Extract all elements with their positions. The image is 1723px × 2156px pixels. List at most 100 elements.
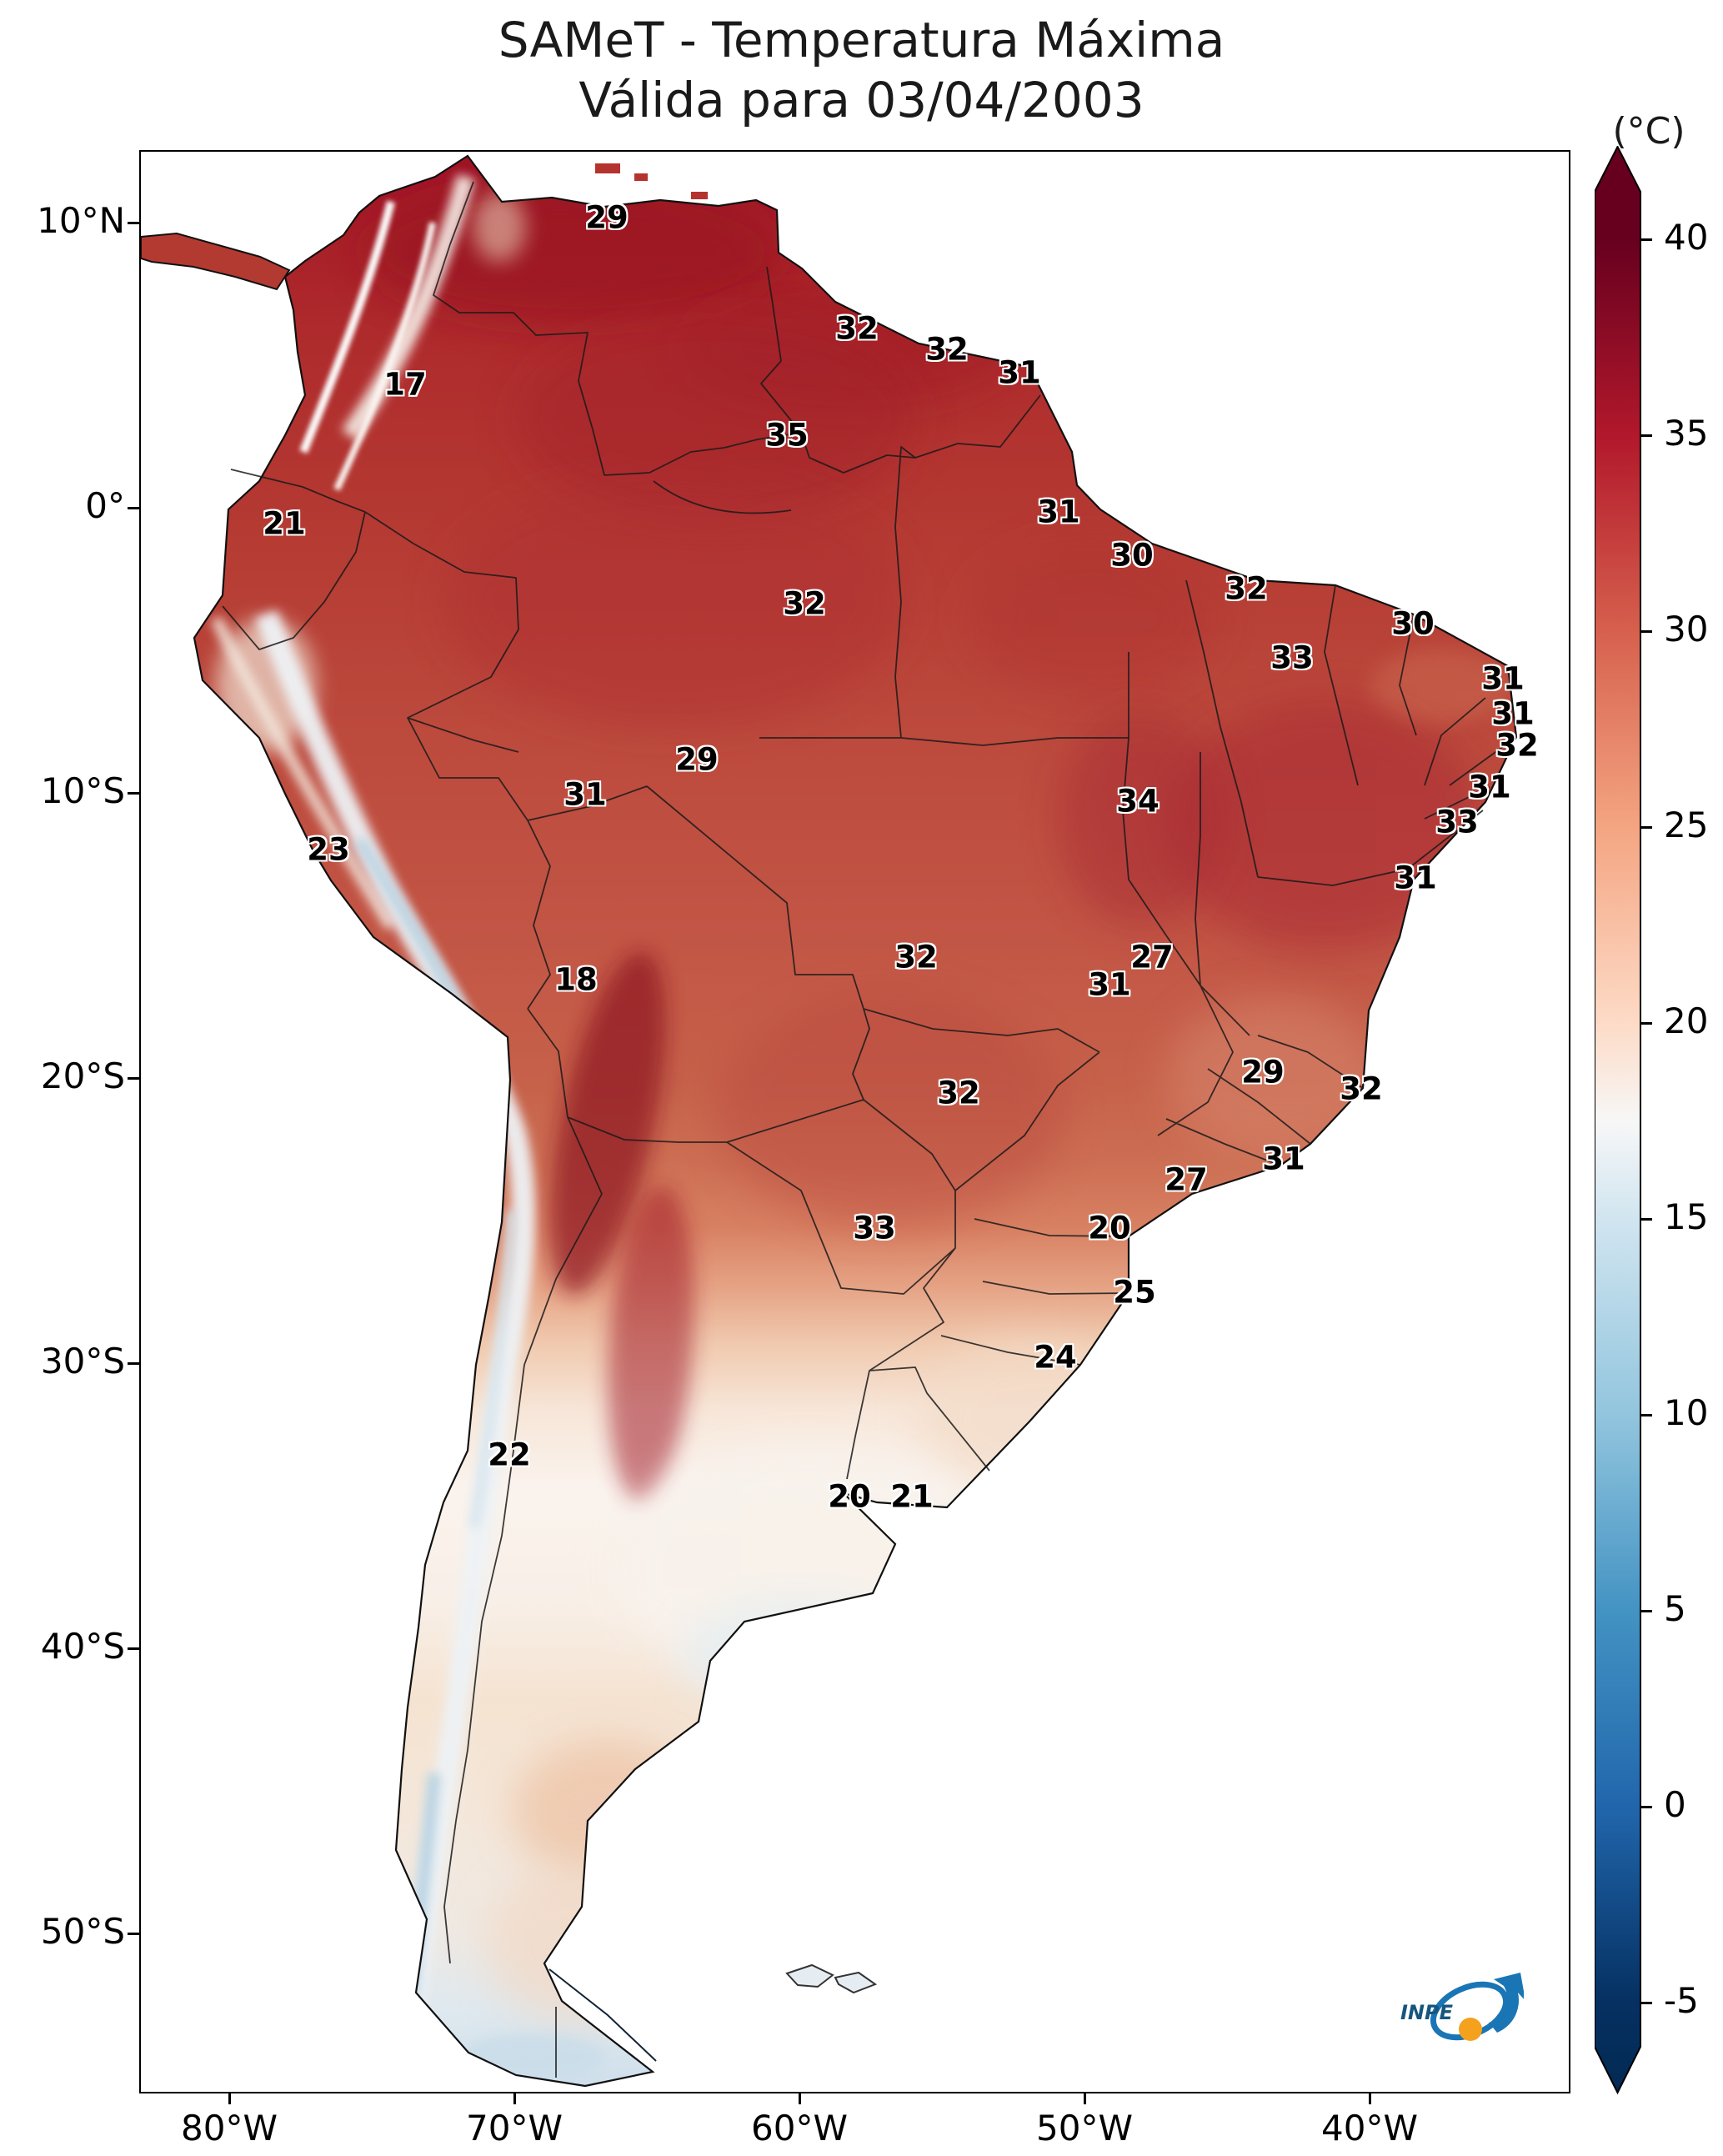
- lat-tickmark: [128, 792, 139, 795]
- lat-tick-label: 50°S: [40, 1911, 125, 1952]
- temperature-value-label: 31: [1262, 1141, 1305, 1177]
- lon-tick-label: 70°W: [466, 2108, 563, 2148]
- temperature-value-label: 32: [925, 331, 969, 368]
- colorbar-tickmark: [1640, 826, 1652, 829]
- temperature-value-label: 33: [853, 1210, 896, 1246]
- temperature-value-label: 24: [1034, 1339, 1077, 1376]
- lon-tick-label: 80°W: [181, 2108, 278, 2148]
- island: [634, 173, 648, 181]
- temperature-value-label: 33: [1270, 639, 1314, 676]
- colorbar-tickmark: [1640, 1218, 1652, 1221]
- lon-tickmark: [1369, 2093, 1371, 2104]
- colorbar-tick-label: 40: [1664, 217, 1709, 258]
- lat-tick-label: 20°S: [40, 1055, 125, 1096]
- lon-tick-label: 40°W: [1321, 2108, 1418, 2148]
- colorbar-tick-label: 25: [1664, 805, 1709, 845]
- lon-tickmark: [228, 2093, 231, 2104]
- temperature-value-label: 31: [1037, 494, 1080, 530]
- lon-tickmark: [513, 2093, 516, 2104]
- temperature-value-label: 21: [890, 1478, 934, 1515]
- lon-tick-label: 50°W: [1036, 2108, 1133, 2148]
- temperature-value-label: 27: [1130, 939, 1174, 975]
- temperature-value-label: 34: [1116, 783, 1160, 820]
- lat-tickmark: [128, 222, 139, 224]
- colorbar-tickmark: [1640, 630, 1652, 633]
- lat-tick-label: 0°: [85, 485, 125, 526]
- lat-tickmark: [128, 1647, 139, 1650]
- lon-tickmark: [799, 2093, 801, 2104]
- temperature-value-label: 18: [554, 961, 598, 998]
- inpe-logo: INPE: [1400, 1973, 1524, 2041]
- temperature-value-label: 20: [828, 1478, 871, 1515]
- lat-tickmark: [128, 1077, 139, 1080]
- temperature-value-label: 33: [1435, 804, 1479, 840]
- temperature-value-label: 32: [1225, 570, 1268, 607]
- temperature-value-label: 35: [765, 417, 809, 454]
- temperature-value-label: 31: [1088, 966, 1131, 1003]
- colorbar-tickmark: [1640, 1022, 1652, 1025]
- temperature-value-label: 32: [1340, 1070, 1383, 1107]
- temperature-value-label: 29: [675, 741, 719, 778]
- temperature-value-label: 29: [585, 199, 629, 236]
- lon-tickmark: [1084, 2093, 1086, 2104]
- political-borders: [222, 181, 1517, 2078]
- colorbar-tick-label: 30: [1664, 609, 1709, 649]
- colorbar-tick-label: -5: [1664, 1980, 1699, 2021]
- colorbar-tickmark: [1640, 1806, 1652, 1808]
- temperature-value-label: 32: [937, 1075, 980, 1111]
- temperature-value-label: 29: [1241, 1054, 1285, 1091]
- temperature-value-label: 20: [1088, 1210, 1131, 1246]
- temperature-value-label: 31: [1468, 769, 1511, 805]
- colorbar-tick-label: 15: [1664, 1196, 1709, 1237]
- temperature-value-label: 31: [1394, 860, 1437, 896]
- lat-tick-label: 40°S: [40, 1626, 125, 1667]
- colorbar-unit-label: (°C): [1612, 110, 1685, 153]
- island: [691, 192, 708, 199]
- temperature-value-label: 31: [998, 354, 1041, 391]
- temperature-value-label: 25: [1113, 1274, 1156, 1311]
- magellan-strait: [548, 1968, 657, 2062]
- colorbar-tickmark: [1640, 1414, 1652, 1416]
- falkland-island-east: [834, 1971, 878, 1994]
- lat-tickmark: [128, 1933, 139, 1935]
- temperature-value-label: 30: [1391, 605, 1435, 642]
- colorbar-tick-label: 10: [1664, 1392, 1709, 1433]
- temperature-value-label: 31: [1491, 695, 1535, 732]
- chart-subtitle: Válida para 03/04/2003: [579, 72, 1144, 128]
- inpe-logo-text: INPE: [1400, 2001, 1454, 2024]
- inpe-arrow-icon: [1489, 1973, 1524, 2033]
- panama-landmass: [141, 232, 291, 291]
- lat-tick-label: 30°S: [40, 1341, 125, 1381]
- colorbar-tick-label: 20: [1664, 1000, 1709, 1041]
- temperature-value-label: 32: [783, 585, 826, 622]
- inpe-orange-dot-icon: [1459, 2018, 1482, 2041]
- temperature-value-label: 21: [263, 505, 306, 542]
- lat-tick-label: 10°S: [40, 770, 125, 811]
- temperature-value-label: 32: [894, 939, 938, 975]
- colorbar-tickmark: [1640, 434, 1652, 437]
- south-america-map: [141, 154, 1518, 2088]
- colorbar-tickmark: [1640, 2002, 1652, 2004]
- temperature-value-label: 32: [835, 310, 879, 347]
- colorbar-tick-label: 5: [1664, 1588, 1686, 1629]
- lat-tickmark: [128, 1362, 139, 1365]
- temperature-value-label: 32: [1495, 727, 1539, 764]
- lat-tick-label: 10°N: [37, 200, 125, 241]
- lon-tick-label: 60°W: [751, 2108, 848, 2148]
- colorbar-tickmark: [1640, 238, 1652, 241]
- temperature-value-label: 23: [307, 831, 350, 868]
- colorbar-bar: [1595, 146, 1641, 2095]
- temperature-value-label: 22: [488, 1436, 531, 1473]
- island: [595, 163, 620, 173]
- temperature-value-label: 17: [383, 366, 427, 403]
- lat-tickmark: [128, 507, 139, 509]
- colorbar-tick-label: 35: [1664, 413, 1709, 454]
- colorbar: [1595, 146, 1641, 2095]
- chart-title: SAMeT - Temperatura Máxima: [498, 12, 1225, 68]
- temperature-value-label: 31: [563, 776, 607, 813]
- temperature-value-label: 30: [1110, 537, 1154, 574]
- colorbar-tick-label: 0: [1664, 1784, 1686, 1825]
- temperature-value-label: 27: [1165, 1161, 1208, 1198]
- plot-area: 29 17 32 32 31 35 21 31 30 32 30 32 33 31 31 32 29 31 31 33…: [139, 150, 1570, 2093]
